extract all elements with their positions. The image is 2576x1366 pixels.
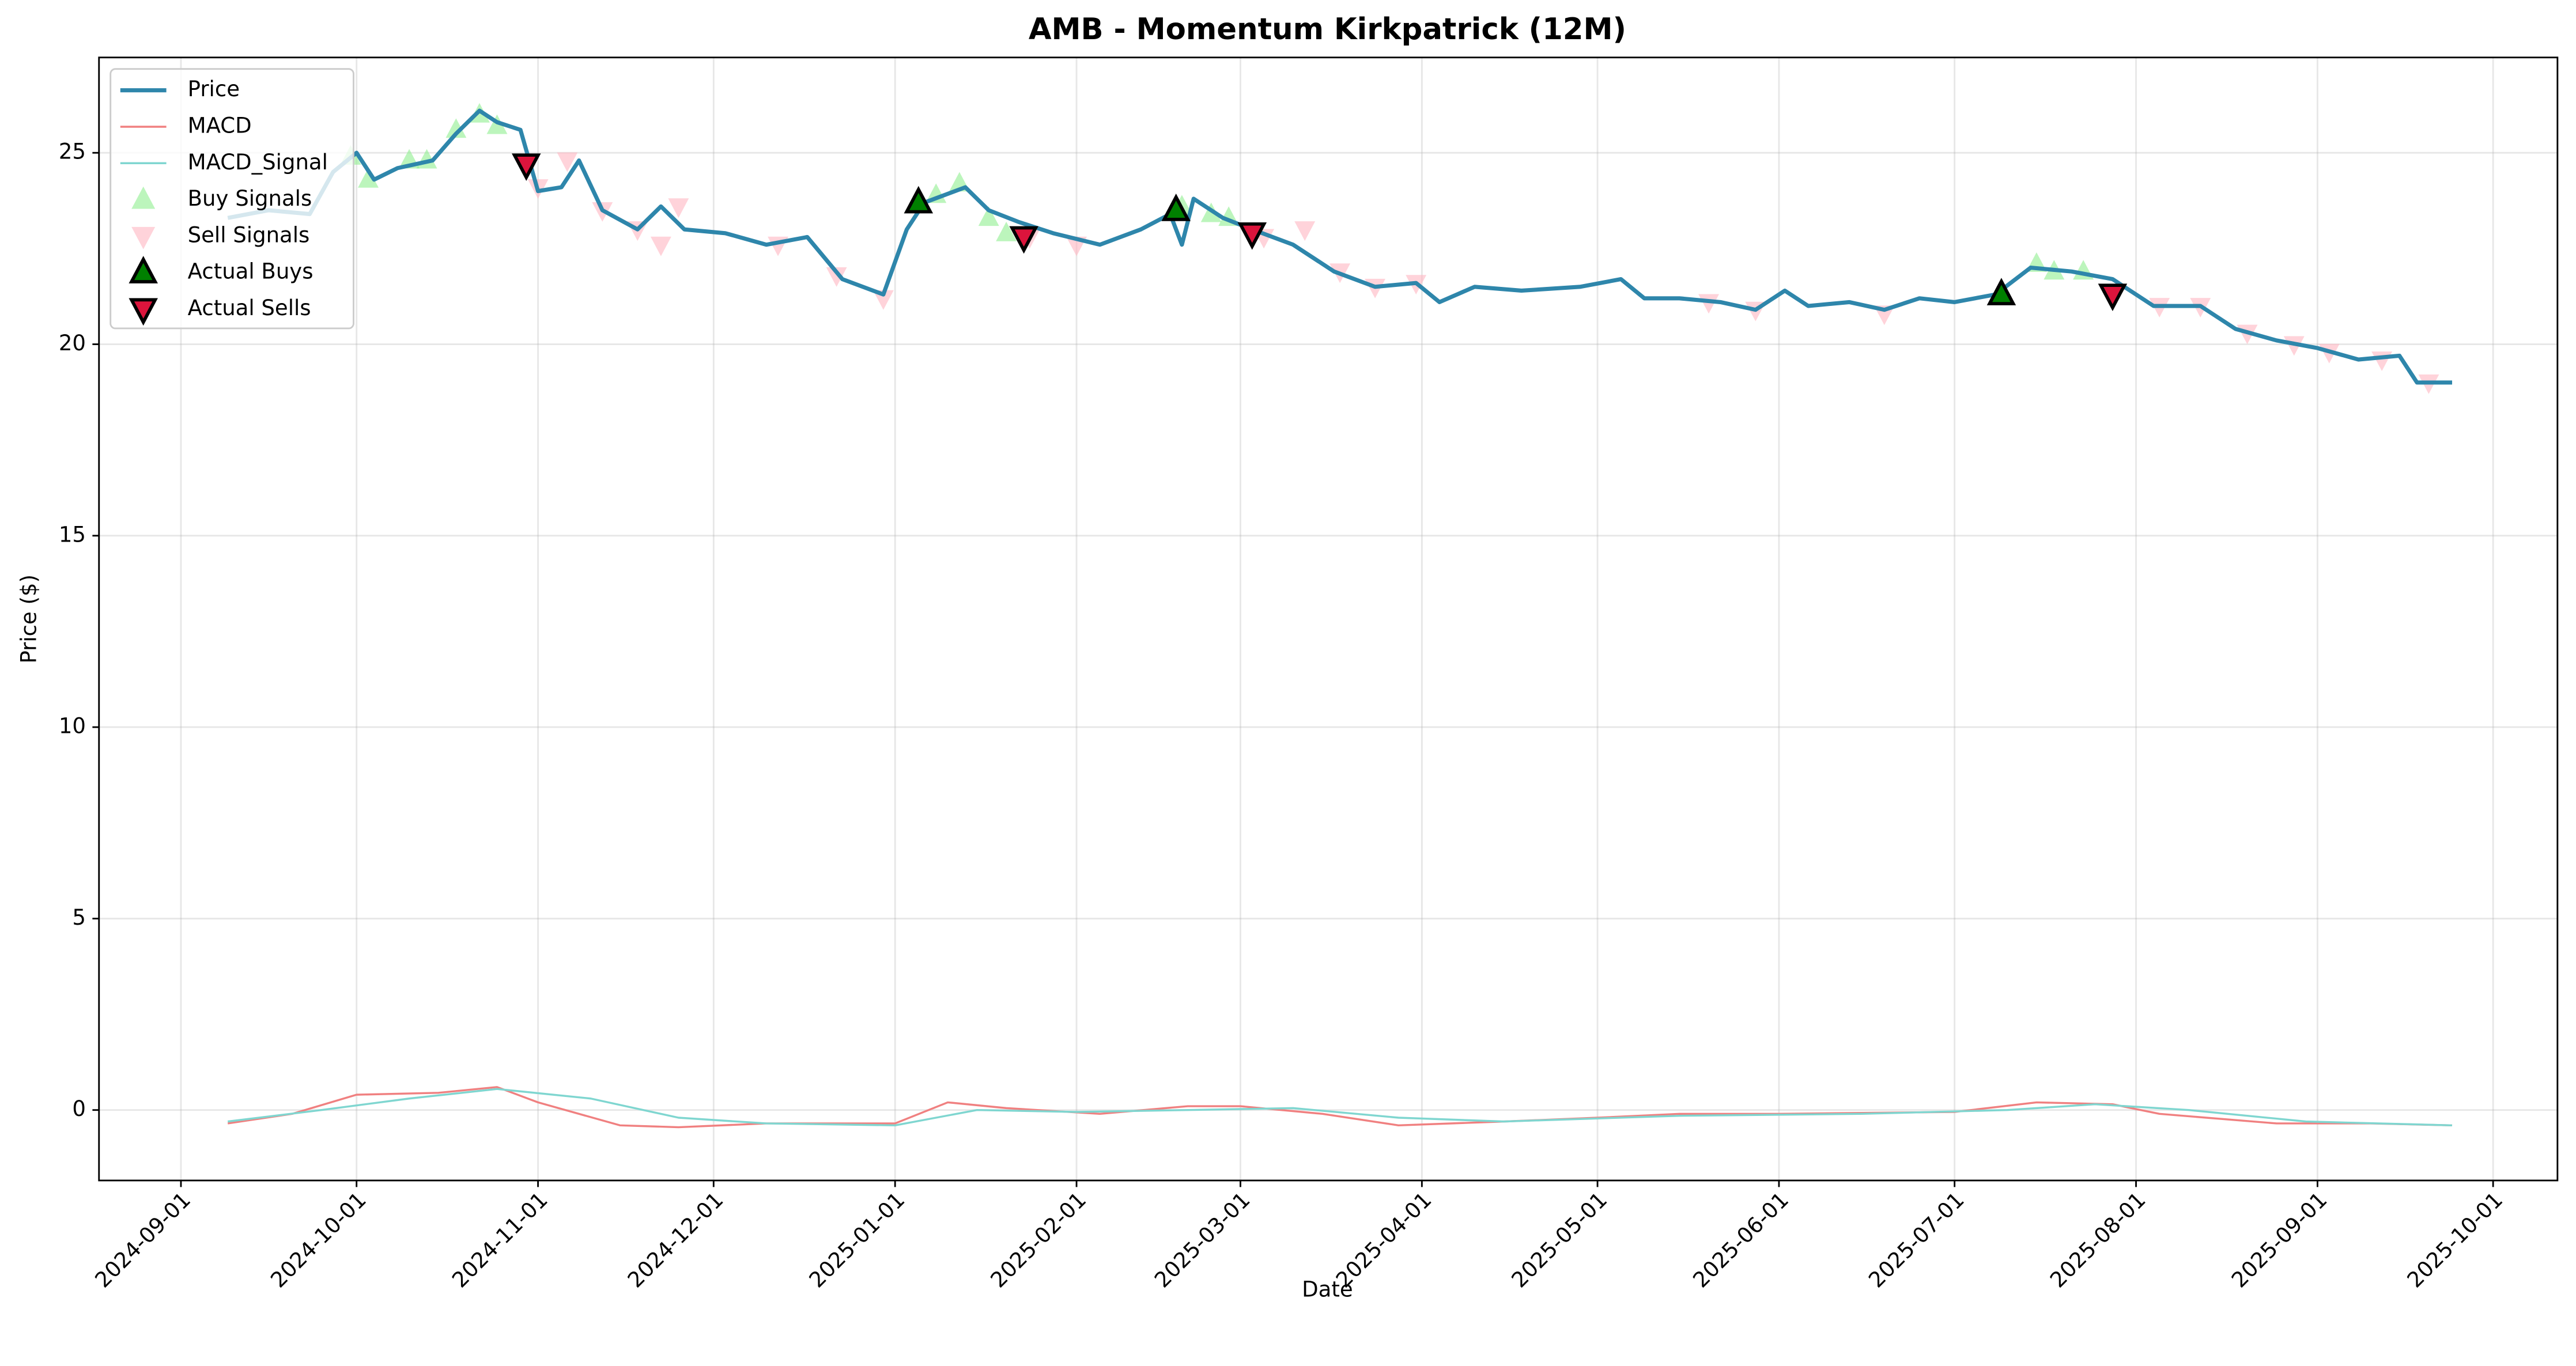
signal-marker	[904, 186, 934, 214]
y-tick-label: 0	[72, 1096, 86, 1121]
signal-marker	[1237, 222, 1267, 250]
legend-swatch	[131, 186, 156, 209]
legend-label: Actual Sells	[188, 296, 311, 320]
y-tick-label: 25	[59, 139, 86, 164]
signal-marker	[978, 206, 999, 226]
signal-marker	[512, 153, 541, 181]
signal-marker	[1986, 278, 2016, 305]
legend-swatch	[131, 226, 156, 249]
x-axis-label: Date	[1302, 1277, 1353, 1301]
signal-marker	[557, 152, 578, 172]
legend-label: Sell Signals	[188, 222, 310, 247]
legend-label: MACD_Signal	[188, 150, 328, 175]
signal-marker	[1009, 226, 1038, 254]
legend-swatch	[129, 298, 158, 326]
legend-label: MACD	[188, 113, 252, 138]
chart-title: AMB - Momentum Kirkpatrick (12M)	[1029, 12, 1626, 47]
signal-marker	[358, 168, 379, 188]
series-line	[228, 1088, 2453, 1126]
signal-marker	[1294, 221, 1316, 241]
y-tick-label: 15	[59, 522, 86, 547]
series-line	[227, 1086, 2453, 1129]
legend-label: Price	[188, 77, 240, 101]
legend-swatch	[129, 256, 158, 283]
y-axis-label: Price ($)	[17, 574, 41, 664]
axes-frame	[98, 56, 2559, 1182]
signal-marker	[826, 267, 847, 287]
legend-label: Actual Buys	[188, 259, 313, 284]
signal-marker	[1161, 194, 1191, 221]
signal-marker	[650, 236, 671, 256]
signal-marker	[2098, 283, 2128, 312]
signal-marker	[668, 198, 689, 218]
y-tick-label: 20	[59, 331, 86, 355]
legend-label: Buy Signals	[188, 186, 312, 211]
y-tick-label: 10	[59, 714, 86, 739]
legend-box	[109, 68, 354, 330]
signal-marker	[872, 290, 894, 310]
y-tick-label: 5	[72, 905, 86, 930]
signal-marker	[445, 118, 467, 138]
series-line	[227, 108, 2453, 385]
signal-marker	[996, 221, 1017, 241]
